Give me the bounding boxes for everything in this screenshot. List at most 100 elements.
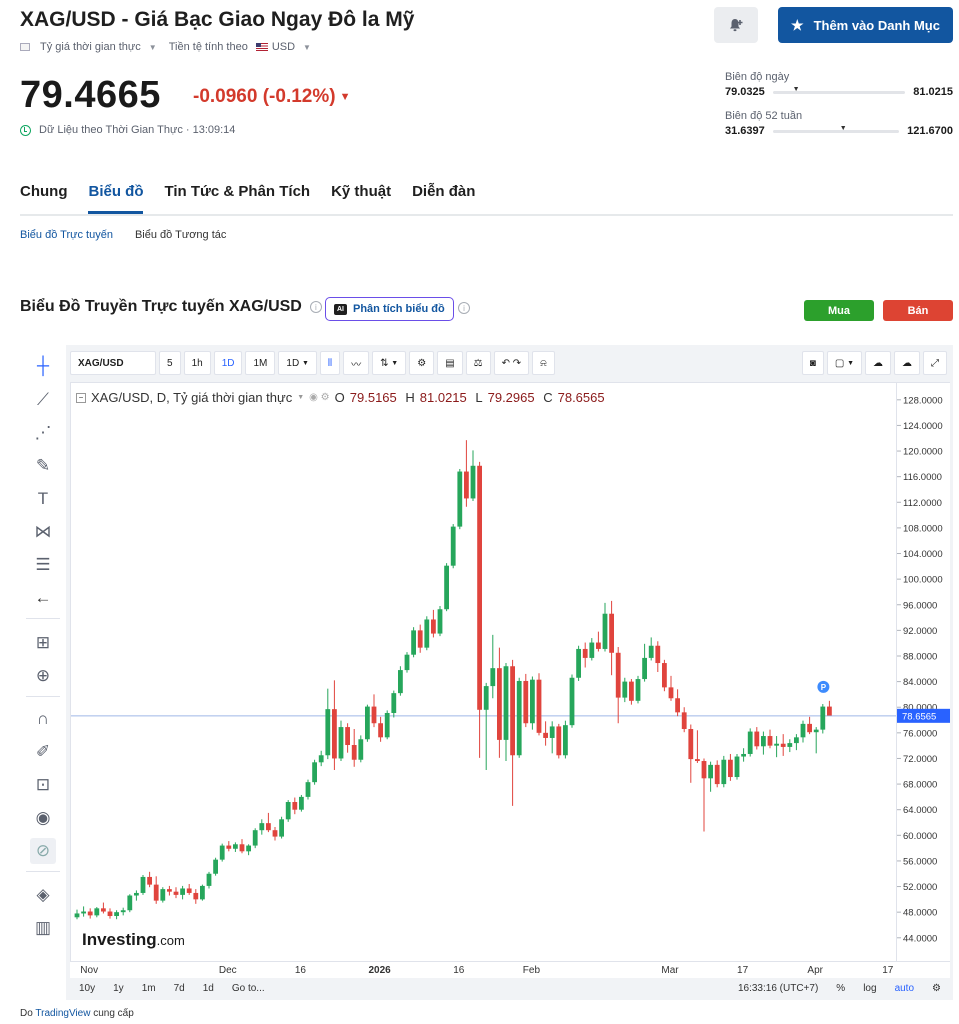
settings-gear-icon[interactable]: ⚙ <box>409 351 435 375</box>
subtab-live-chart[interactable]: Biểu đồ Trực tuyến <box>20 229 113 241</box>
interval-5[interactable]: 5 <box>159 351 181 375</box>
price-change: -0.0960 (-0.12%) ▼ <box>193 86 350 108</box>
candle-body <box>371 706 377 724</box>
add-to-watchlist-button[interactable]: ★ Thêm vào Danh Mục <box>778 7 953 43</box>
auto-toggle[interactable]: auto <box>894 982 915 994</box>
currency[interactable]: USD <box>271 41 296 53</box>
price-tick-label: 128.0000 <box>903 395 943 406</box>
pattern-icon[interactable]: ⋈ <box>34 522 52 541</box>
arrow-left-icon[interactable]: ← <box>34 588 52 607</box>
candle-body <box>332 709 337 759</box>
cloud-download-icon[interactable]: ☁ <box>865 351 891 375</box>
day-range: Biên độ ngày 79.0325 ▼ 81.0215 <box>725 71 953 98</box>
chevron-down-icon[interactable]: ▼ <box>148 42 157 52</box>
cloud-upload-icon[interactable]: ☁ <box>894 351 920 375</box>
tab-forum[interactable]: Diễn đàn <box>412 183 476 200</box>
rate-type[interactable]: Tỷ giá thời gian thực <box>40 41 141 53</box>
tab-technical[interactable]: Kỹ thuật <box>331 183 392 200</box>
interval-1m[interactable]: 1M <box>245 351 276 375</box>
range-10y[interactable]: 10y <box>79 982 96 994</box>
week52-range: Biên độ 52 tuần 31.6397 ▼ 121.6700 <box>725 110 953 137</box>
trash-icon[interactable]: ▥ <box>34 918 52 937</box>
time-axis[interactable]: Nov Dec 16 2026 16 Feb Mar 17 Apr 17 <box>70 962 950 978</box>
symbol-input[interactable]: XAG/USD <box>70 351 156 375</box>
lock-pencil-icon[interactable]: ✐ <box>35 742 51 761</box>
range-1m[interactable]: 1m <box>141 982 156 994</box>
price-tick-label: 120.0000 <box>903 447 943 458</box>
range-1d[interactable]: 1d <box>202 982 214 994</box>
range-7d[interactable]: 7d <box>173 982 185 994</box>
trendline-icon[interactable]: ⟋ <box>37 390 49 409</box>
brush-icon[interactable]: ✎ <box>35 456 51 475</box>
candles-icon[interactable]: ⫴ <box>319 351 341 375</box>
settings-gear-icon[interactable]: ⚙ <box>932 982 941 994</box>
unlock-icon[interactable]: ⊡ <box>35 775 51 794</box>
tradingview-link[interactable]: TradingView <box>35 1008 91 1019</box>
alert-icon[interactable]: ⍾ <box>532 351 555 375</box>
interval-dropdown[interactable]: 1D ▼ <box>278 351 317 375</box>
tab-overview[interactable]: Chung <box>20 183 68 200</box>
chart-bottom-toolbar: 10y 1y 1m 7d 1d Go to... 16:33:16 (UTC+7… <box>70 978 950 998</box>
sell-button[interactable]: Bán <box>883 300 953 321</box>
indicators-icon[interactable]: ⇅ ▼ <box>372 351 407 375</box>
candle-body <box>219 845 225 860</box>
legend-symbol[interactable]: XAG/USD, D, Tỷ giá thời gian thực <box>91 390 293 405</box>
eye-icon[interactable]: ◉ <box>35 808 51 827</box>
watermark-suffix: .com <box>156 933 185 948</box>
text-icon[interactable]: T <box>37 489 49 508</box>
scale-icon[interactable]: ⚖ <box>465 351 491 375</box>
ai-chart-analysis-button[interactable]: AI Phân tích biểu đồ <box>325 297 454 321</box>
time-tick-label: 16 <box>453 965 465 976</box>
buy-button[interactable]: Mua <box>804 300 874 321</box>
subtab-interactive-chart[interactable]: Biểu đồ Tương tác <box>134 229 227 241</box>
candle-body <box>787 743 793 747</box>
candle-body <box>747 731 753 754</box>
week52-range-marker: ▼ <box>839 124 847 132</box>
eye-toggle-icon[interactable]: ◉ ⚙ <box>309 392 330 403</box>
info-icon[interactable]: i <box>458 302 470 314</box>
zoom-in-icon[interactable]: ⊕ <box>35 666 51 685</box>
bar-chart-icon[interactable]: ▤ <box>437 351 463 375</box>
fullscreen-icon[interactable]: ⤢ <box>923 351 947 375</box>
chart-plot-area[interactable]: P <box>70 382 897 962</box>
tab-chart[interactable]: Biểu đồ <box>88 183 144 214</box>
section-title-row: Biểu Đồ Truyền Trực tuyến XAG/USD i <box>20 298 322 316</box>
price-tick-label: 124.0000 <box>903 421 943 432</box>
candle-body <box>94 908 100 916</box>
price-change-value: -0.0960 (-0.12%) <box>193 86 336 107</box>
fib-icon[interactable]: ☰ <box>35 555 51 574</box>
magnet-icon[interactable]: ∩ <box>36 709 50 728</box>
clock-icon <box>20 124 31 136</box>
measure-icon[interactable]: ⊞ <box>35 633 51 652</box>
range-1y[interactable]: 1y <box>113 982 124 994</box>
candle-body <box>160 889 166 901</box>
chevron-down-icon[interactable]: ▼ <box>297 394 305 401</box>
log-toggle[interactable]: log <box>863 982 877 994</box>
interval-1d[interactable]: 1D <box>213 351 243 375</box>
candle-body <box>101 908 106 912</box>
percent-toggle[interactable]: % <box>836 982 846 994</box>
price-axis[interactable]: 44.0000 48.0000 52.0000 56.0000 60.0000 64.00… <box>897 382 950 962</box>
last-price: 79.4665 <box>20 74 161 116</box>
tab-news[interactable]: Tin Tức & Phân Tích <box>164 183 311 200</box>
investing-watermark: Investing.com <box>82 930 185 950</box>
camera-icon[interactable]: ◙ <box>801 351 824 375</box>
compare-icon[interactable]: 〰 <box>343 351 370 375</box>
chevron-down-icon[interactable]: ▼ <box>303 42 311 52</box>
interval-1h[interactable]: 1h <box>183 351 211 375</box>
layout-icon[interactable]: ▢ ▼ <box>826 351 862 375</box>
info-icon[interactable]: i <box>309 301 322 313</box>
layers-icon[interactable]: ◈ <box>36 885 50 904</box>
link-icon[interactable]: ⊘ <box>30 838 56 864</box>
pitchfork-icon[interactable]: ⋰ <box>34 423 52 442</box>
crosshair-icon[interactable]: ┼ <box>36 356 50 375</box>
flag-icon <box>20 43 30 51</box>
clock-readout[interactable]: 16:33:16 (UTC+7) <box>737 982 819 994</box>
undo-redo-icon[interactable]: ↶ ↷ <box>493 351 530 375</box>
collapse-icon[interactable]: − <box>76 392 86 403</box>
candle-body <box>120 910 126 913</box>
add-alert-button[interactable] <box>714 7 758 43</box>
candle-body <box>233 844 238 849</box>
goto-button[interactable]: Go to... <box>231 982 265 994</box>
candle-body <box>714 764 720 785</box>
